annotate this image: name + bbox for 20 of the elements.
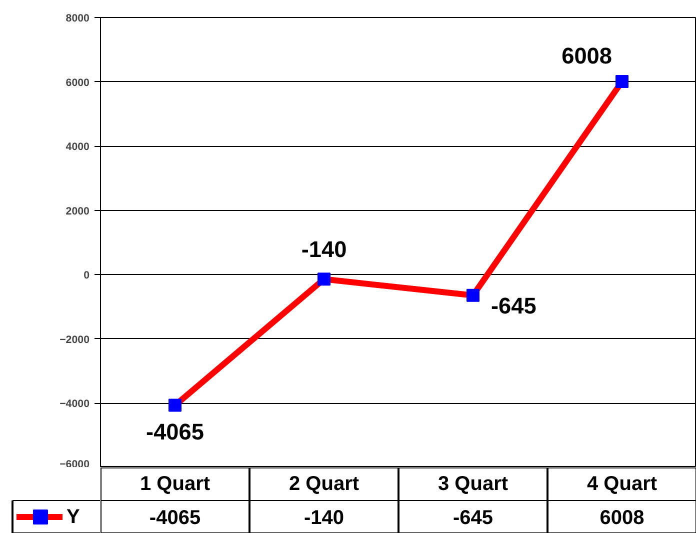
legend-label: Y [66,506,80,528]
y-tick-label: 6000 [66,76,90,89]
y-tick-label: −4000 [60,398,90,410]
data-label: 6008 [600,507,644,529]
data-label: -4065 [149,507,201,529]
data-label: -140 [304,507,344,529]
annotation: -140 [301,236,347,262]
x-tick-label: 2 Quart [288,473,360,495]
y-tick-label: 2000 [66,205,90,218]
y-tick-label: 8000 [66,12,90,24]
x-tick-label: 3 Quart [438,473,508,495]
x-tick-label: 4 Quart [586,473,658,495]
annotation: -4065 [146,418,204,444]
y-tick-label: 4000 [66,141,90,154]
annotation: -645 [491,292,536,318]
x-tick-label: 1 Quart [140,473,210,495]
data-label: -645 [452,507,494,529]
annotation: 6008 [562,42,612,69]
y-tick-label: 0 [84,270,90,282]
y-tick-label: −2000 [60,334,90,346]
